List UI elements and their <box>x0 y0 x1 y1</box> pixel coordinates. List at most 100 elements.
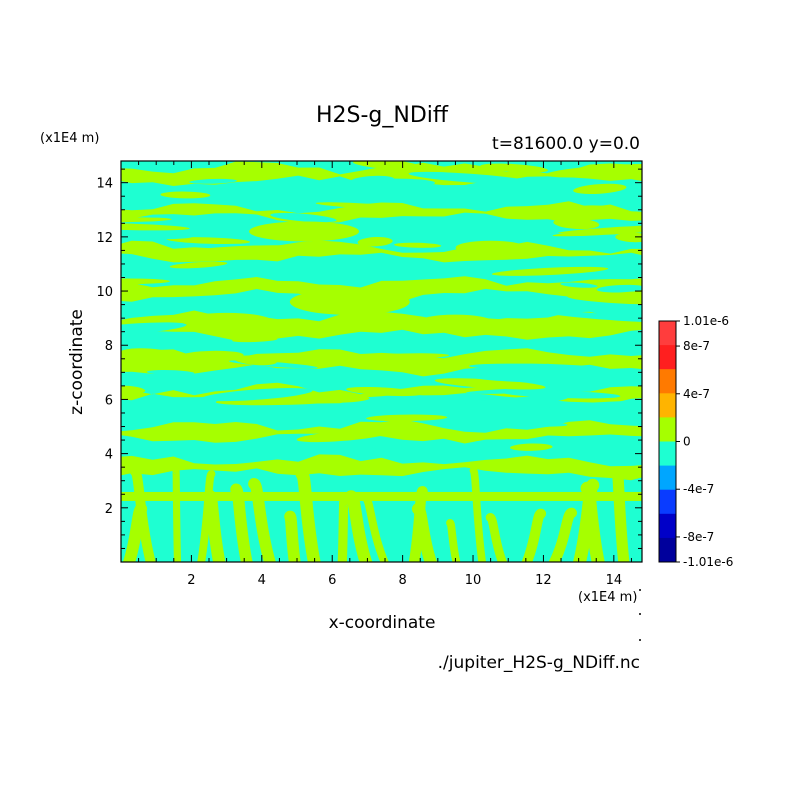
plume-stroke <box>411 502 438 562</box>
contour-streak <box>473 441 504 447</box>
contour-streak <box>346 386 423 397</box>
colorbar-label: -4e-7 <box>683 482 714 496</box>
plume-top-band <box>121 491 642 501</box>
plume-stroke <box>485 513 508 562</box>
x-tick-label: 8 <box>398 573 406 588</box>
contour-band <box>121 454 642 481</box>
x-tick-label: 6 <box>328 573 336 588</box>
colorbar-label: -1.01e-6 <box>683 555 733 569</box>
contour-streak <box>160 191 211 199</box>
colorbar-label: 8e-7 <box>683 339 710 353</box>
contour-streak <box>370 442 403 450</box>
stray-dots <box>639 589 641 641</box>
contour-streak <box>169 261 228 269</box>
x-tick-label: 10 <box>465 573 482 588</box>
contour-streak <box>480 163 548 173</box>
contour-streak <box>121 385 146 394</box>
contour-blob <box>181 312 272 329</box>
colorbar-segment <box>659 465 676 491</box>
chart-title: H2S-g_NDiff <box>316 103 449 128</box>
contour-blob <box>289 288 410 315</box>
z-unit-label: (x1E4 m) <box>40 131 99 146</box>
contour-streak <box>480 372 535 378</box>
plot-frame <box>120 160 643 563</box>
plume-stroke <box>248 477 276 562</box>
colorbar-segment <box>659 417 676 442</box>
contour-streak <box>596 284 642 293</box>
contour-streak <box>294 412 392 419</box>
contour-streak <box>458 418 568 427</box>
contour-streak <box>509 443 553 451</box>
colorbar-segment <box>659 369 676 394</box>
plume-stroke <box>172 466 182 562</box>
contour-streak <box>121 222 190 231</box>
contour-streak <box>350 175 395 185</box>
contour-streak <box>465 387 572 394</box>
y-tick-label: 12 <box>96 231 113 246</box>
contour-streak <box>146 370 195 376</box>
contour-streak <box>166 237 251 245</box>
source-file-label: ./jupiter_H2S-g_NDiff.nc <box>438 653 640 673</box>
contour-streak <box>121 232 194 240</box>
y-tick-label: 10 <box>96 285 113 300</box>
contour-streak <box>234 355 277 366</box>
y-tick-label: 6 <box>105 393 113 408</box>
x-unit-label: (x1E4 m) <box>578 590 637 605</box>
colorbar-label: 0 <box>683 435 691 449</box>
contour-band <box>121 161 642 186</box>
x-tick-label: 14 <box>606 573 623 588</box>
colorbar-label: 4e-7 <box>683 387 710 401</box>
axis-ticks: 2 4 6 8 10 12 14 2 4 6 8 10 12 14 <box>96 161 642 588</box>
contour-streak <box>434 378 546 390</box>
colorbar-segment <box>659 489 676 515</box>
y-tick-label: 8 <box>105 339 113 354</box>
plume-stroke <box>580 481 605 562</box>
contour-streak <box>121 278 170 285</box>
contour-blob <box>249 221 360 242</box>
contour-streak <box>553 218 600 230</box>
y-tick-label: 14 <box>96 177 113 192</box>
colorbar-segment <box>659 537 676 563</box>
contour-streak <box>121 161 207 168</box>
contour-streak <box>567 293 642 305</box>
contour-streak <box>468 363 595 371</box>
contour-streak <box>573 183 627 195</box>
colorbar-segment <box>659 393 676 418</box>
plume-stroke <box>548 507 578 562</box>
contour-streak <box>455 395 568 409</box>
contour-streak <box>575 205 626 214</box>
contour-band <box>121 201 642 224</box>
contour-streak <box>353 161 421 170</box>
contour-streak <box>121 322 187 337</box>
contour-streak <box>185 245 317 257</box>
contour-band <box>121 276 642 302</box>
contour-streak <box>121 217 172 223</box>
colorbar: 1.01e-6 8e-7 4e-7 0 -4e-7 -8e-7 -1.01e-6 <box>658 314 733 569</box>
contour-streak <box>545 163 642 178</box>
contour-streak <box>224 429 272 437</box>
contour-streak <box>181 350 244 361</box>
contour-streak <box>400 397 497 405</box>
contour-streak <box>437 305 489 315</box>
x-tick-label: 4 <box>258 573 266 588</box>
contour-streak <box>293 394 370 403</box>
contour-streak <box>357 236 393 247</box>
contour-streak <box>482 185 548 192</box>
plume-stroke <box>337 497 349 562</box>
contour-streak <box>189 178 238 184</box>
contour-streak <box>270 212 337 223</box>
plume-stroke <box>611 466 630 562</box>
contour-streak <box>491 266 609 276</box>
contour-streak <box>173 298 249 307</box>
contour-streak <box>615 232 642 243</box>
contour-streak <box>394 242 442 248</box>
contour-streak <box>231 337 278 343</box>
contour-streak <box>296 429 391 443</box>
x-axis-label: x-coordinate <box>329 613 436 633</box>
chart-subtitle: t=81600.0 y=0.0 <box>492 134 640 154</box>
contour-streak <box>533 309 642 322</box>
x-tick-label: 2 <box>187 573 195 588</box>
y-tick-label: 2 <box>105 502 113 517</box>
contour-field <box>121 161 642 562</box>
